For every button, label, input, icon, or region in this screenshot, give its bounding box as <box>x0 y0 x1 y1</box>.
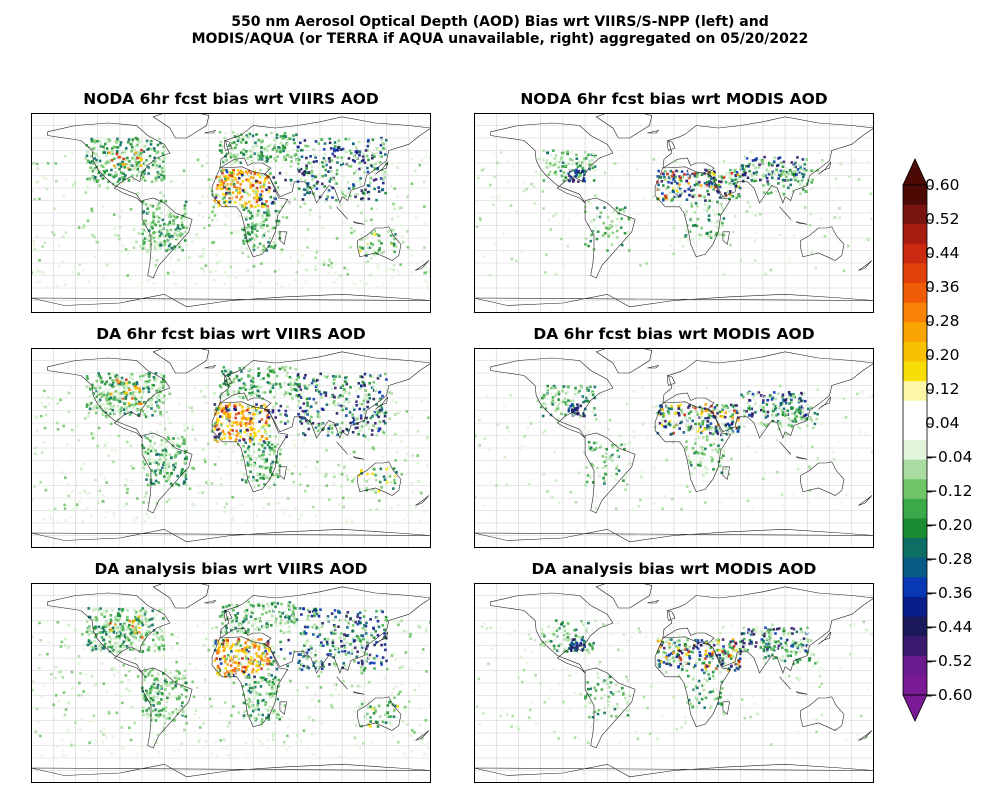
coastlines <box>474 583 874 778</box>
colorbar-swatch <box>903 479 927 500</box>
panel-title-da-analysis-modis: DA analysis bias wrt MODIS AOD <box>531 560 817 578</box>
map-panel-da-analysis-modis <box>474 583 874 783</box>
aod-bias-field <box>31 365 431 525</box>
colorbar-tick-label: 0.28 <box>925 312 960 330</box>
colorbar-swatch <box>903 400 927 421</box>
colorbar-tick-label: 0.36 <box>925 278 960 296</box>
colorbar-tick-label: 0.12 <box>925 380 960 398</box>
colorbar-tick-label: −0.28 <box>925 550 973 568</box>
colorbar-tick-label: −0.52 <box>925 652 973 670</box>
colorbar-swatch <box>903 185 927 206</box>
colorbar-tick-label: −0.12 <box>925 482 973 500</box>
map-frame <box>31 113 431 313</box>
colorbar-tick-label: −0.20 <box>925 516 973 534</box>
colorbar-swatch <box>903 655 927 676</box>
aod-bias-field <box>31 600 431 760</box>
panel-title-noda-modis: NODA 6hr fcst bias wrt MODIS AOD <box>520 90 828 108</box>
colorbar-swatch <box>903 440 927 461</box>
coastlines <box>31 113 431 308</box>
colorbar-tick-label: −0.36 <box>925 584 973 602</box>
panel-title-da-analysis-viirs: DA analysis bias wrt VIIRS AOD <box>94 560 368 578</box>
figure-title-line-2: MODIS/AQUA (or TERRA if AQUA unavailable… <box>191 31 809 47</box>
aod-bias-field <box>474 384 874 512</box>
colorbar-swatch <box>903 518 927 539</box>
colorbar <box>895 155 985 725</box>
colorbar-swatch <box>903 322 927 343</box>
colorbar-swatch <box>903 557 927 578</box>
panel-title-da-fcst-modis: DA 6hr fcst bias wrt MODIS AOD <box>533 325 815 343</box>
colorbar-swatch <box>903 498 927 519</box>
colorbar-tick-label: 0.20 <box>925 346 960 364</box>
colorbar-extend-bottom <box>902 694 928 722</box>
map-panel-da-fcst-viirs <box>31 348 431 548</box>
colorbar-extend-top <box>902 158 928 186</box>
colorbar-swatch <box>903 283 927 304</box>
map-frame <box>474 583 874 783</box>
colorbar-swatch <box>903 636 927 657</box>
colorbar-tick-label: 0.52 <box>925 210 960 228</box>
colorbar-swatch <box>903 459 927 480</box>
coastlines <box>31 583 431 778</box>
colorbar-swatch <box>903 381 927 402</box>
graticule <box>474 113 874 313</box>
colorbar-tick-label: 0.44 <box>925 244 960 262</box>
map-panel-noda-viirs <box>31 113 431 313</box>
coastlines <box>474 348 874 543</box>
colorbar-swatch <box>903 675 927 696</box>
colorbar-tick-label: −0.44 <box>925 618 973 636</box>
map-frame <box>31 583 431 783</box>
colorbar-swatch <box>903 243 927 264</box>
colorbar-tick-label: −0.60 <box>925 686 973 704</box>
graticule <box>474 348 874 548</box>
colorbar-outline <box>902 184 928 696</box>
colorbar-swatch <box>903 263 927 284</box>
map-frame <box>31 348 431 548</box>
figure-title-line-1: 550 nm Aerosol Optical Depth (AOD) Bias … <box>231 14 769 30</box>
colorbar-tick-label: 0.60 <box>925 176 960 194</box>
map-frame <box>474 113 874 313</box>
map-panel-noda-modis <box>474 113 874 313</box>
colorbar-swatch <box>903 224 927 245</box>
colorbar-tick-label: 0.04 <box>925 414 960 432</box>
colorbar-swatch <box>903 420 927 441</box>
colorbar-swatch <box>903 538 927 559</box>
map-panel-da-fcst-modis <box>474 348 874 548</box>
colorbar-tick-label: −0.04 <box>925 448 973 466</box>
panel-title-da-fcst-viirs: DA 6hr fcst bias wrt VIIRS AOD <box>96 325 366 343</box>
map-panel-da-analysis-viirs <box>31 583 431 783</box>
coastlines <box>474 113 874 308</box>
colorbar-swatch <box>903 596 927 618</box>
colorbar-swatch <box>903 341 927 363</box>
coastlines <box>31 348 431 543</box>
colorbar-swatch <box>903 361 927 382</box>
aod-bias-field <box>31 130 431 290</box>
colorbar-swatch <box>903 204 927 225</box>
map-frame <box>474 348 874 548</box>
colorbar-swatch <box>903 577 927 598</box>
panel-title-noda-viirs: NODA 6hr fcst bias wrt VIIRS AOD <box>83 90 379 108</box>
colorbar-swatch <box>903 616 927 637</box>
colorbar-swatch <box>903 302 927 323</box>
